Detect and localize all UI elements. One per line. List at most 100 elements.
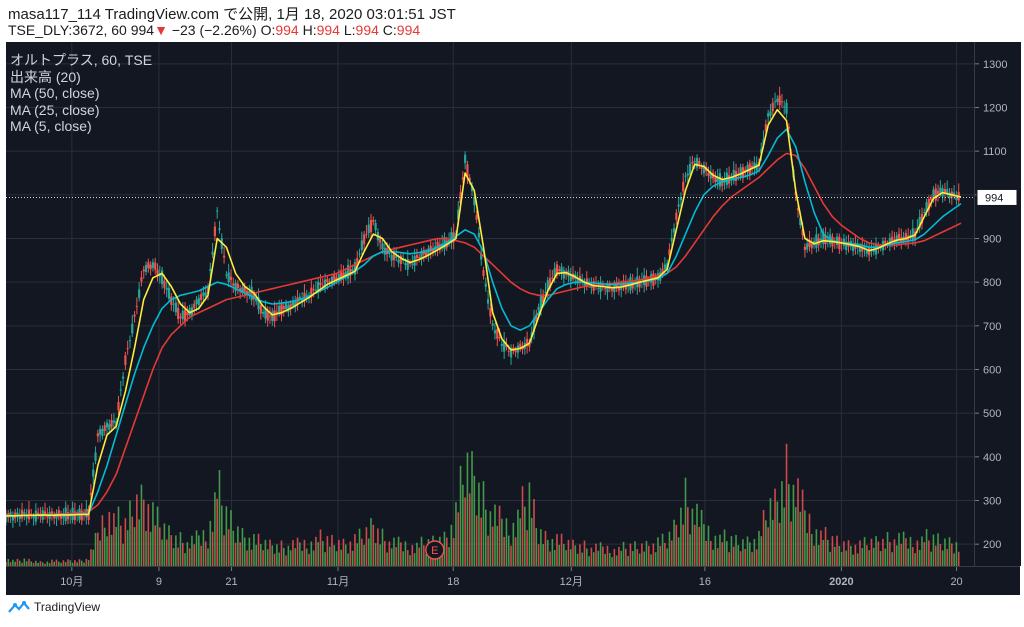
volume-bar	[227, 529, 230, 566]
time-axis[interactable]: 10月 9 21 11月 18 12月 16 2020 20	[6, 566, 1020, 595]
candle-body	[314, 289, 318, 291]
candle-body	[750, 165, 754, 169]
candle-body	[310, 287, 313, 298]
volume-bar	[480, 517, 483, 566]
legend-volume[interactable]: 出来高 (20)	[10, 68, 81, 85]
volume-bar	[241, 527, 244, 566]
candle-body	[46, 515, 49, 518]
volume-bar	[650, 554, 652, 566]
volume-bar	[361, 538, 363, 566]
volume-bar	[90, 549, 92, 566]
volume-bar	[117, 506, 120, 566]
volume-bar	[248, 537, 251, 566]
last-price-badge-label: 994	[985, 192, 1003, 204]
volume-bar	[551, 538, 554, 566]
volume-bar	[55, 559, 58, 566]
price-tick-label: 900	[983, 234, 1001, 246]
volume-bar	[448, 547, 450, 566]
candle-body	[617, 286, 621, 291]
volume-bar	[464, 497, 466, 566]
chart-pane[interactable]: E	[4, 42, 974, 566]
candle-body	[597, 287, 600, 289]
volume-bar	[854, 544, 857, 566]
price-chart[interactable]: E	[4, 42, 974, 566]
candle-body	[668, 249, 671, 256]
candle-body	[466, 164, 469, 177]
volume-bar	[122, 543, 124, 566]
footer-brand[interactable]: TradingView	[8, 600, 100, 614]
candle-body	[500, 343, 503, 346]
candle-body	[930, 198, 933, 201]
candle-body	[197, 298, 200, 306]
candle-body	[663, 264, 666, 270]
volume-bar	[413, 553, 416, 566]
volume-bar	[58, 561, 60, 566]
volume-bar	[326, 536, 329, 566]
volume-bar	[216, 498, 219, 566]
candle-body	[682, 181, 685, 192]
volume-bar	[572, 539, 574, 566]
volume-bar	[519, 518, 522, 566]
candle-body	[489, 308, 492, 317]
volume-bar	[324, 552, 326, 566]
candle-body	[714, 177, 717, 182]
volume-bar	[941, 550, 944, 566]
candle-body	[778, 95, 781, 106]
candle-body	[438, 244, 441, 251]
legend-ma5[interactable]: MA (5, close)	[10, 118, 92, 134]
candle-body	[80, 510, 83, 521]
candle-body	[684, 175, 687, 177]
volume-bar	[44, 563, 46, 566]
volume-bar	[266, 549, 269, 566]
candle-body	[16, 512, 19, 516]
volume-bar	[393, 537, 395, 566]
candle-body	[509, 347, 513, 358]
legend-ma50[interactable]: MA (50, close)	[10, 85, 100, 101]
volume-bar	[914, 553, 916, 566]
candle-body	[615, 282, 618, 289]
volume-bar	[595, 543, 597, 566]
volume-bar	[83, 562, 85, 566]
candle-body	[806, 243, 809, 250]
candle-body	[142, 269, 145, 272]
volume-bar	[188, 548, 191, 566]
candle-body	[365, 233, 368, 235]
volume-bar	[542, 544, 544, 566]
volume-bar	[110, 534, 113, 566]
volume-bar	[615, 555, 618, 566]
candle-body	[503, 340, 506, 352]
price-axis[interactable]: 2003004005006007008009001000110012001300…	[974, 42, 1021, 566]
candle-body	[4, 513, 8, 522]
volume-bar	[801, 489, 804, 566]
volume-bar	[808, 513, 811, 566]
volume-bar	[425, 554, 427, 566]
volume-bar	[365, 527, 368, 566]
volume-bar	[852, 554, 854, 566]
candle-body	[133, 314, 136, 317]
volume-bar	[872, 547, 875, 566]
volume-bar	[455, 502, 457, 566]
volume-bar	[443, 531, 446, 566]
volume-bar	[94, 532, 97, 566]
candle-body	[119, 389, 122, 391]
volume-bar	[824, 526, 827, 566]
volume-bar	[342, 538, 345, 566]
candle-body	[769, 111, 772, 116]
volume-bar	[558, 544, 561, 566]
volume-bar	[866, 545, 868, 566]
candle-body	[415, 254, 419, 259]
volume-bar	[882, 538, 884, 566]
volume-bar	[597, 550, 600, 566]
candle-body	[948, 192, 951, 199]
volume-bar	[37, 562, 39, 566]
candle-body	[271, 311, 274, 322]
candle-body	[450, 232, 453, 244]
candle-body	[923, 212, 926, 214]
candle-body	[918, 216, 921, 228]
legend-ma25[interactable]: MA (25, close)	[10, 101, 100, 118]
ma5-line	[6, 108, 962, 517]
candle-body	[225, 274, 228, 276]
candle-body	[32, 516, 35, 519]
candle-body	[716, 177, 719, 183]
volume-bar	[666, 548, 668, 566]
